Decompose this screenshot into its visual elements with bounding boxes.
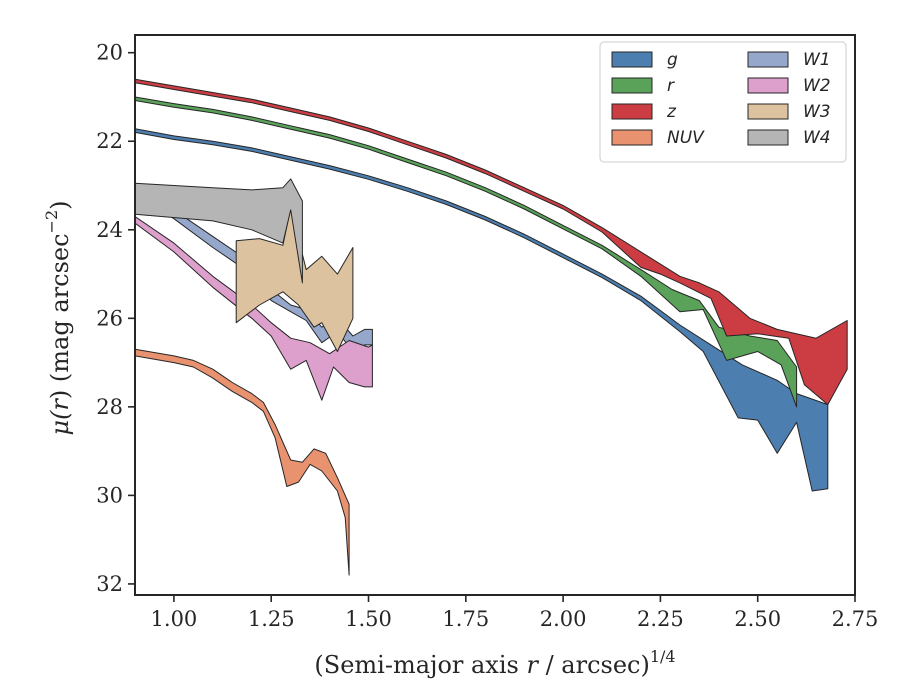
- x-tick-label: 2.00: [540, 607, 587, 631]
- y-tick-label: 26: [96, 306, 123, 330]
- legend-swatch-z: [611, 103, 653, 120]
- legend-swatch-w2: [747, 77, 789, 94]
- legend-label-z: z: [666, 102, 677, 122]
- y-tick-label: 32: [96, 572, 123, 596]
- series-area-w4: [135, 178, 303, 284]
- legend-label-w3: W3: [803, 102, 831, 122]
- legend-label-nuv: NUV: [667, 128, 705, 148]
- y-tick-label: 22: [96, 129, 123, 153]
- legend-label-r: r: [667, 76, 675, 96]
- y-tick-label: 28: [96, 395, 123, 419]
- series-area-nuv: [135, 348, 350, 576]
- x-tick-label: 1.00: [151, 607, 198, 631]
- y-tick-label: 24: [96, 218, 123, 242]
- legend-swatch-g: [611, 51, 653, 68]
- y-axis: 20 22 24 26 28 30 32: [96, 41, 135, 596]
- x-tick-label: 1.25: [248, 607, 295, 631]
- legend-swatch-w4: [747, 129, 789, 146]
- legend: grz NUV W1 W2 W3 W4: [599, 41, 847, 163]
- legend-swatch-w1: [747, 51, 789, 68]
- series-area-g: [135, 128, 829, 492]
- legend-swatch-r: [611, 77, 653, 94]
- y-axis-label: μ(r) (mag arcsec−2): [42, 200, 74, 435]
- series-area-r: [135, 96, 798, 408]
- x-tick-label: 1.75: [442, 607, 489, 631]
- x-axis: 1.00 1.25 1.50 1.75 2.00 2.25 2.50 2.75: [151, 595, 879, 631]
- x-tick-label: 2.75: [832, 607, 879, 631]
- x-tick-label: 2.25: [637, 607, 684, 631]
- legend-label-w1: W1: [803, 50, 831, 70]
- y-tick-label: 20: [96, 41, 123, 65]
- legend-label-w2: W2: [803, 76, 831, 96]
- legend-label-w4: W4: [803, 128, 831, 148]
- series-area-z: [135, 78, 848, 406]
- legend-label-g: g: [667, 50, 678, 70]
- x-tick-label: 1.50: [345, 607, 392, 631]
- x-axis-label: (Semi-major axis r / arcsec)1/4: [314, 647, 675, 679]
- legend-swatch-w3: [747, 103, 789, 120]
- plot-frame: [134, 34, 856, 596]
- legend-swatch-nuv: [611, 129, 653, 146]
- y-tick-label: 30: [96, 483, 123, 507]
- series-areas: [135, 78, 848, 576]
- x-tick-label: 2.50: [734, 607, 781, 631]
